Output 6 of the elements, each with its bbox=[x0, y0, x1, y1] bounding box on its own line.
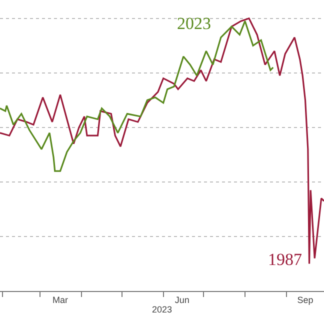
x-tick-label: Jun bbox=[174, 294, 190, 305]
x-axis-title: 2023 bbox=[152, 304, 172, 315]
series-label: 2023 bbox=[177, 14, 211, 33]
series-label: 1987 bbox=[268, 250, 302, 269]
x-tick-label: Mar bbox=[52, 294, 68, 305]
x-tick-label: Sep bbox=[297, 294, 314, 305]
